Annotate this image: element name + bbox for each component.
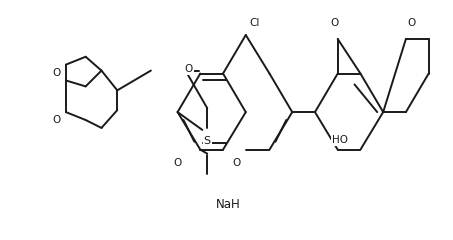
Text: O: O xyxy=(233,157,241,168)
Text: NaH: NaH xyxy=(216,198,241,210)
Text: O: O xyxy=(173,157,182,168)
Text: O: O xyxy=(408,18,416,28)
Text: Cl: Cl xyxy=(250,18,260,28)
Text: O: O xyxy=(331,18,339,28)
Text: HO: HO xyxy=(332,135,347,145)
Text: O: O xyxy=(53,67,61,78)
Text: S: S xyxy=(204,136,211,146)
Text: O: O xyxy=(184,64,193,74)
Text: O: O xyxy=(53,115,61,125)
